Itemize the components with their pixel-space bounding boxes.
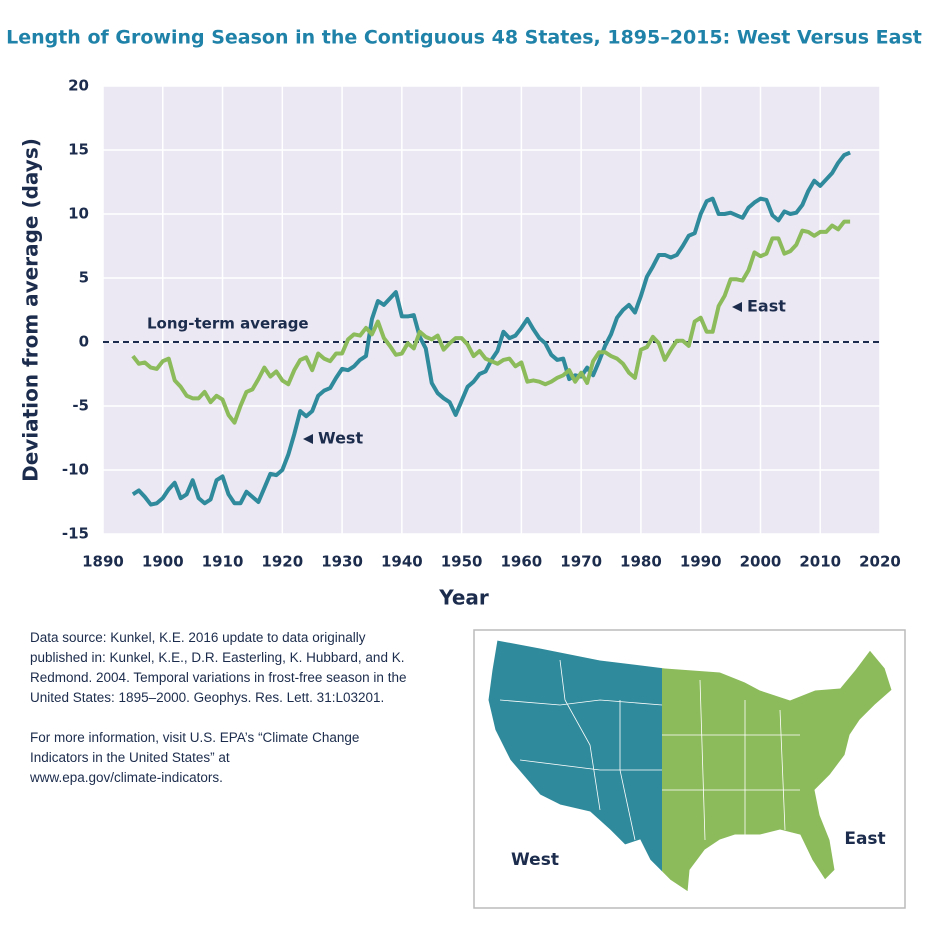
note-line: Indicators in the United States” at [30, 750, 230, 765]
reference-label: Long-term average [147, 315, 309, 333]
plot: -15 -10 -5 0 5 10 15 20 1890 1900 1910 1920 1930 1940… [62, 77, 901, 571]
label-arrow [303, 434, 313, 444]
x-tick-label: 2020 [859, 553, 901, 571]
y-tick-label: 15 [68, 141, 89, 159]
more-info-note: For more information, visit U.S. EPA’s “… [30, 728, 450, 788]
chart-title: Length of Growing Season in the Contiguo… [6, 27, 922, 49]
y-axis-label: Deviation from average (days) [19, 138, 43, 482]
label-arrow [732, 302, 742, 312]
source-note: Data source: Kunkel, K.E. 2016 update to… [30, 628, 450, 708]
x-tick-label: 1930 [321, 553, 363, 571]
x-tick-label: 1940 [381, 553, 423, 571]
x-tick-label: 1990 [680, 553, 722, 571]
x-tick-label: 1920 [261, 553, 303, 571]
map-state-lines [499, 659, 800, 841]
notes: Data source: Kunkel, K.E. 2016 update to… [30, 628, 450, 788]
series-label: East [747, 297, 786, 316]
note-line: www.epa.gov/climate-indicators. [30, 770, 223, 785]
note-line: United States: 1895–2000. Geophys. Res. … [30, 690, 385, 705]
y-tick-label: -5 [72, 397, 89, 415]
x-tick-label: 1950 [441, 553, 483, 571]
y-tick-label: 5 [79, 269, 89, 287]
y-tick-label: 10 [68, 205, 89, 223]
x-tick-label: 1960 [501, 553, 543, 571]
map: West East [473, 629, 906, 909]
series-line [131, 219, 851, 425]
plot-area [103, 86, 880, 534]
y-tick-label: -15 [62, 525, 89, 543]
map-label-west: West [511, 850, 559, 870]
note-line: Data source: Kunkel, K.E. 2016 update to… [30, 630, 366, 645]
x-tick-label: 2000 [740, 553, 782, 571]
y-tick-label: 0 [79, 333, 89, 351]
x-tick-label: 1980 [620, 553, 662, 571]
note-line: For more information, visit U.S. EPA’s “… [30, 730, 360, 745]
map-label-east: East [844, 829, 885, 849]
x-tick-label: 1900 [142, 553, 184, 571]
x-tick-label: 1910 [202, 553, 244, 571]
y-tick-label: -10 [62, 461, 89, 479]
x-tick-label: 1890 [82, 553, 124, 571]
note-line: Redmond. 2004. Temporal variations in fr… [30, 670, 407, 685]
x-axis-label: Year [438, 586, 489, 610]
x-tick-label: 2010 [799, 553, 841, 571]
y-tick-label: 20 [68, 77, 89, 95]
series-label: West [318, 429, 363, 448]
x-tick-label: 1970 [560, 553, 602, 571]
note-line: published in: Kunkel, K.E., D.R. Easterl… [30, 650, 405, 665]
